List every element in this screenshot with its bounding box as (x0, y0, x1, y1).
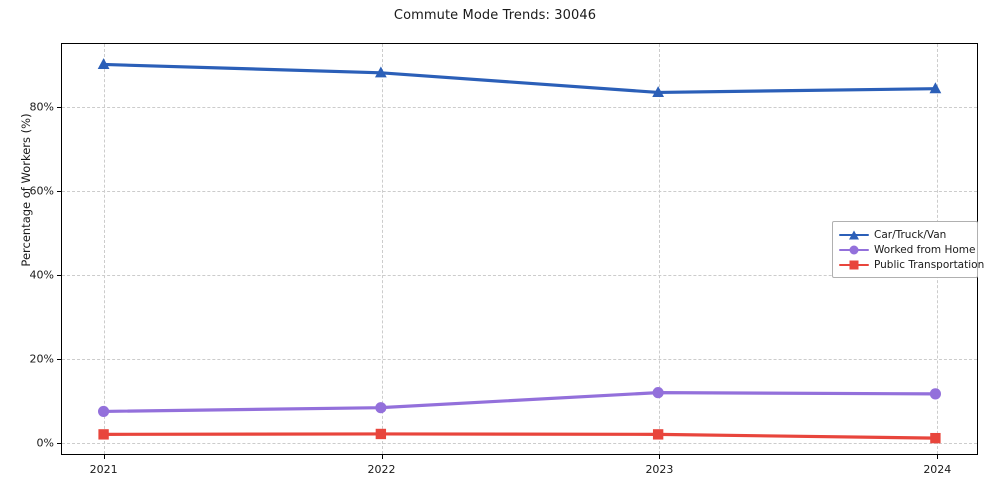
gridline-horizontal (62, 442, 977, 444)
legend-label: Public Transportation (874, 258, 985, 271)
legend-label: Worked from Home (874, 243, 976, 256)
gridline-horizontal (62, 190, 977, 192)
data-point-marker (929, 388, 941, 400)
legend-item[interactable]: Public Transportation (839, 257, 984, 272)
data-point-marker (98, 405, 110, 417)
legend-item[interactable]: Worked from Home (839, 242, 975, 257)
legend-label: Car/Truck/Van (874, 228, 947, 241)
gridline-horizontal (62, 106, 977, 108)
legend-marker-icon (839, 258, 869, 272)
legend-item[interactable]: Car/Truck/Van (839, 227, 971, 242)
data-point-marker (374, 66, 387, 78)
x-tick-label: 2021 (89, 463, 118, 476)
data-point-marker (652, 429, 664, 440)
chart-title: Commute Mode Trends: 30046 (393, 8, 597, 23)
plot-area: 0% 20% 40% 60% 80% 2021 2022 2023 2024 (30, 43, 978, 476)
x-tick-label: 2024 (923, 463, 952, 476)
x-tick-mark (381, 454, 383, 459)
data-point-marker (652, 387, 664, 399)
y-tick-mark (57, 358, 62, 360)
series-line (101, 432, 938, 440)
gridline-vertical (381, 44, 383, 454)
gridline-horizontal (62, 358, 977, 360)
data-point-marker (97, 58, 110, 70)
x-tick-label: 2023 (645, 463, 674, 476)
y-tick-mark (57, 106, 62, 108)
data-point-marker (652, 86, 665, 98)
y-tick-label: 80% (29, 100, 54, 114)
series-line (101, 391, 938, 414)
plot-inner (62, 44, 977, 454)
data-point-marker (930, 432, 941, 444)
data-point-marker (98, 429, 109, 440)
gridline-vertical (659, 44, 661, 454)
gridline-horizontal (62, 274, 977, 276)
y-tick-label: 40% (29, 268, 54, 282)
x-tick-mark (937, 454, 939, 459)
y-tick-mark (57, 274, 62, 276)
data-point-marker (929, 82, 942, 94)
y-tick-label: 0% (36, 436, 54, 450)
data-point-marker (375, 428, 387, 440)
data-point-marker (375, 402, 387, 414)
series-layer (97, 58, 942, 444)
y-tick-mark (57, 442, 62, 444)
y-tick-label: 60% (29, 184, 54, 198)
series-line (101, 62, 938, 95)
y-tick-label: 20% (29, 352, 54, 366)
x-tick-mark (103, 454, 105, 459)
y-tick-mark (57, 190, 62, 192)
x-tick-label: 2022 (367, 463, 396, 476)
chart-legend: Car/Truck/Van Worked from Home Public Tran… (832, 221, 984, 278)
gridline-vertical (103, 44, 105, 454)
legend-marker-icon (839, 243, 869, 257)
x-tick-mark (659, 454, 661, 459)
legend-marker-icon (839, 228, 869, 242)
